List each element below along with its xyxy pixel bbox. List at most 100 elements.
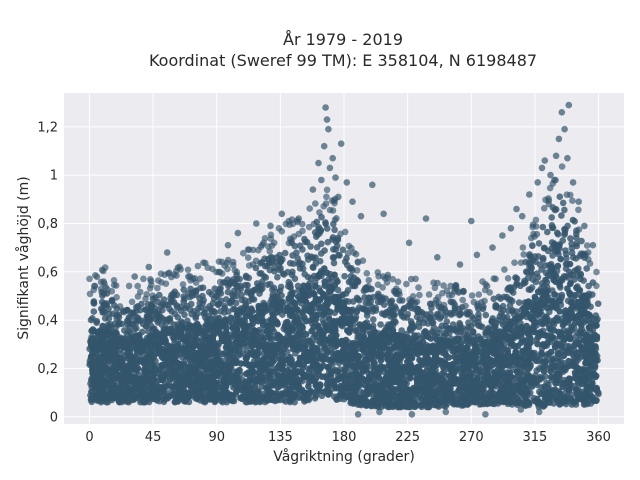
data-point: [558, 212, 565, 219]
data-point: [554, 317, 562, 324]
data-point: [285, 278, 293, 286]
data-point: [417, 395, 425, 402]
data-point: [196, 295, 203, 302]
data-point: [277, 258, 284, 266]
data-point: [477, 335, 484, 343]
data-point: [155, 311, 163, 318]
data-point: [583, 265, 590, 272]
data-point: [412, 346, 420, 354]
data-point: [328, 368, 336, 376]
data-point: [212, 394, 219, 402]
data-point: [551, 206, 559, 214]
data-point: [210, 308, 218, 315]
data-point: [312, 375, 320, 382]
data-points: [86, 101, 602, 418]
data-point: [135, 317, 143, 324]
data-point: [365, 294, 372, 302]
data-point: [447, 309, 454, 317]
data-point: [429, 319, 437, 326]
data-point: [528, 284, 536, 291]
data-point: [333, 242, 341, 250]
data-point: [242, 281, 249, 289]
data-point: [318, 334, 326, 341]
data-point: [281, 345, 288, 353]
data-point: [299, 364, 306, 372]
data-point: [302, 317, 310, 325]
data-point: [169, 383, 177, 391]
data-point: [282, 323, 289, 331]
data-point: [179, 344, 187, 352]
data-point: [502, 361, 509, 369]
data-point: [549, 334, 557, 341]
data-point: [571, 276, 578, 283]
data-point: [316, 296, 324, 304]
data-point: [171, 310, 179, 318]
data-point: [549, 224, 556, 232]
data-point: [457, 328, 465, 336]
data-point: [505, 296, 512, 303]
data-point: [227, 314, 235, 322]
data-point: [309, 263, 317, 271]
data-point: [247, 290, 255, 298]
data-point: [326, 389, 333, 397]
data-point: [225, 392, 233, 400]
data-point: [290, 362, 298, 370]
data-point: [542, 395, 549, 403]
data-point: [551, 291, 558, 298]
data-point: [248, 342, 256, 350]
data-point: [305, 282, 312, 290]
data-point: [548, 239, 556, 246]
data-point: [268, 357, 276, 365]
data-point: [400, 314, 408, 321]
data-point: [120, 343, 127, 351]
data-point: [534, 340, 541, 348]
data-point: [547, 325, 554, 333]
data-point: [224, 288, 232, 296]
data-point: [331, 271, 338, 279]
data-point: [359, 375, 367, 383]
data-point: [309, 346, 316, 353]
data-point: [505, 307, 512, 315]
data-point: [339, 246, 347, 254]
data-point: [356, 297, 363, 304]
data-point: [561, 206, 568, 214]
data-point: [489, 332, 496, 339]
data-point: [572, 398, 579, 406]
data-point: [497, 295, 504, 303]
data-point: [221, 385, 228, 393]
data-point: [399, 400, 406, 408]
data-point: [397, 353, 405, 361]
data-point: [323, 225, 331, 232]
data-point: [312, 282, 319, 290]
data-point: [466, 308, 473, 316]
data-point: [554, 396, 561, 404]
data-point: [313, 233, 320, 240]
data-point: [144, 301, 152, 308]
data-point: [160, 296, 168, 303]
data-point: [289, 382, 297, 390]
data-point: [99, 345, 107, 353]
data-point: [99, 332, 107, 339]
data-point: [305, 383, 312, 390]
data-point: [123, 307, 130, 314]
data-point: [258, 278, 266, 286]
data-point: [202, 333, 209, 340]
data-point: [555, 242, 563, 249]
data-point: [347, 395, 355, 403]
data-point: [531, 253, 539, 260]
data-point: [241, 384, 248, 392]
data-point: [548, 245, 555, 252]
data-point: [567, 235, 574, 242]
data-point: [117, 356, 124, 363]
data-point: [494, 366, 502, 374]
data-point: [161, 338, 169, 346]
data-point: [134, 365, 142, 372]
data-point: [443, 325, 451, 333]
data-point: [535, 240, 543, 247]
data-point: [112, 324, 119, 332]
data-point: [90, 300, 98, 307]
data-point: [400, 305, 408, 312]
data-point: [568, 244, 576, 252]
data-point: [222, 296, 230, 303]
data-point: [566, 260, 574, 268]
